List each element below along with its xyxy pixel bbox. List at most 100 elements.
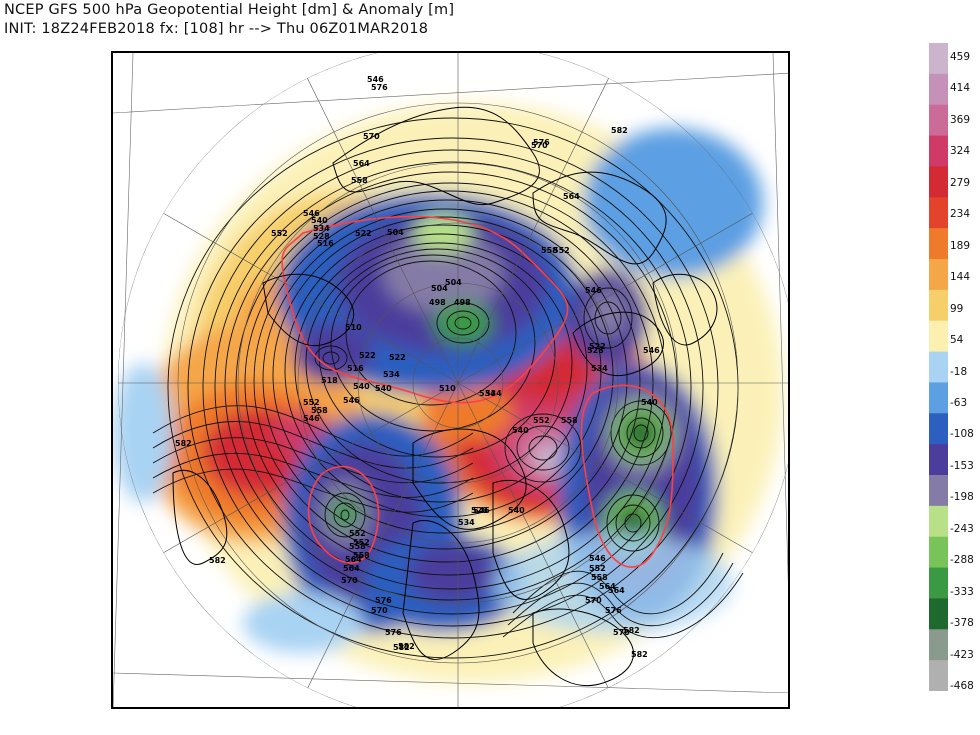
- colorbar-segment: [929, 444, 948, 476]
- contour-label: 552: [303, 398, 320, 407]
- contour-label: 498: [454, 298, 471, 307]
- contour-label: 516: [317, 239, 334, 248]
- contour-label: 570: [363, 132, 380, 141]
- contour-label: 534: [479, 389, 496, 398]
- colorbar-segment: [929, 382, 948, 414]
- anomaly-colorbar: [929, 43, 948, 691]
- colorbar-segment: [929, 351, 948, 383]
- contour-label: 558: [353, 551, 370, 560]
- contour-label: 552: [349, 529, 366, 538]
- graticule: [118, 53, 788, 707]
- contour-label: 504: [431, 284, 448, 293]
- contour-label: 534: [313, 224, 330, 233]
- contour-label: 540: [508, 506, 525, 515]
- contour-label: 552: [533, 416, 550, 425]
- height-contours: [152, 117, 744, 659]
- contour-label: 534: [591, 364, 608, 373]
- contour-label: 522: [589, 342, 606, 351]
- contour-label: 546: [643, 346, 660, 355]
- colorbar-tick-label: 144: [950, 271, 971, 284]
- colorbar-segment: [929, 135, 948, 167]
- colorbar-tick-label: 279: [950, 176, 971, 189]
- contour-label: 552: [589, 564, 606, 573]
- map-subtitle: INIT: 18Z24FEB2018 fx: [108] hr --> Thu …: [4, 21, 429, 37]
- colorbar-tick-label: -243: [950, 522, 974, 535]
- coastlines: [172, 106, 718, 687]
- contour-label: 552: [553, 246, 570, 255]
- contour-label: 558: [591, 573, 608, 582]
- colorbar-tick-label: -153: [950, 459, 974, 472]
- colorbar-tick-label: 54: [950, 334, 964, 347]
- colorbar-segment: [929, 259, 948, 291]
- reference-contour: [281, 215, 674, 568]
- contour-label: 576: [385, 628, 402, 637]
- colorbar-segment: [929, 73, 948, 106]
- contour-label: 582: [175, 439, 192, 448]
- contour-label: 528: [587, 346, 604, 355]
- contour-label: 564: [343, 564, 360, 573]
- contour-label: 534: [383, 370, 400, 379]
- contour-label: 576: [533, 138, 550, 147]
- contour-label: 540: [311, 216, 328, 225]
- colorbar-tick-label: -108: [950, 428, 974, 441]
- contour-label: 570: [585, 596, 602, 605]
- colorbar-tick-label: -333: [950, 585, 974, 598]
- contour-label: 518: [321, 376, 338, 385]
- colorbar-segment: [929, 536, 948, 569]
- contour-label: 552: [353, 538, 370, 547]
- contour-label: 546: [367, 75, 384, 84]
- contour-label: 558: [311, 406, 328, 415]
- contour-label: 558: [351, 176, 368, 185]
- contour-label: 510: [345, 323, 362, 332]
- map-title: NCEP GFS 500 hPa Geopotential Height [dm…: [4, 2, 455, 18]
- colorbar-tick-label: 234: [950, 208, 971, 221]
- contour-label: 546: [343, 396, 360, 405]
- contour-label: 516: [347, 364, 364, 373]
- map-canvas: 576 570 564 558 552 546 540 534 528 522 …: [113, 53, 788, 707]
- graticule-outer: [113, 53, 788, 707]
- colorbar-segment: [929, 505, 948, 538]
- colorbar-segment: [929, 228, 948, 260]
- contour-label: 558: [349, 542, 366, 551]
- colorbar-segment: [929, 197, 948, 229]
- colorbar-segment: [929, 413, 948, 445]
- colorbar-tick-label: 369: [950, 113, 971, 126]
- contour-label: 564: [608, 586, 625, 595]
- contour-label: 582: [611, 126, 628, 135]
- colorbar-tick-label: 99: [950, 302, 964, 315]
- contour-label: 534: [485, 389, 502, 398]
- colorbar-segment: [929, 289, 948, 322]
- contour-label: 564: [563, 192, 580, 201]
- contour-label: 582: [398, 642, 415, 651]
- colorbar-tick-label: -18: [950, 365, 968, 378]
- colorbar-tick-label: -198: [950, 491, 974, 504]
- colorbar-tick-label: -423: [950, 648, 974, 661]
- contour-label: 546: [585, 286, 602, 295]
- colorbar-tick-label: -288: [950, 554, 974, 567]
- colorbar-tick-label: -378: [950, 617, 974, 630]
- colorbar-tick-label: 189: [950, 239, 971, 252]
- colorbar-segment: [929, 43, 948, 75]
- colorbar-segment: [929, 660, 948, 691]
- contour-label: 558: [541, 246, 558, 255]
- contour-label: 522: [355, 229, 372, 238]
- contour-label: 528: [313, 232, 330, 241]
- colorbar-tick-label: -468: [950, 680, 974, 692]
- contour-label: 564: [599, 582, 616, 591]
- contour-label: 576: [605, 606, 622, 615]
- contour-label: 546: [303, 209, 320, 218]
- contour-label: 546: [473, 506, 490, 515]
- contour-label: 504: [387, 228, 404, 237]
- colorbar-segment: [929, 104, 948, 137]
- colorbar-tick-label: 324: [950, 145, 971, 158]
- contour-label: 582: [623, 626, 640, 635]
- contour-label: 582: [209, 556, 226, 565]
- contour-label: 576: [371, 83, 388, 92]
- contour-label: 552: [271, 229, 288, 238]
- colorbar-tick-label: 459: [950, 51, 971, 63]
- colorbar-tick-label: -63: [950, 396, 968, 409]
- height-anomaly-shading: [113, 103, 783, 683]
- contour-label: 546: [303, 414, 320, 423]
- contour-label: 540: [512, 426, 529, 435]
- contour-label: 540: [641, 398, 658, 407]
